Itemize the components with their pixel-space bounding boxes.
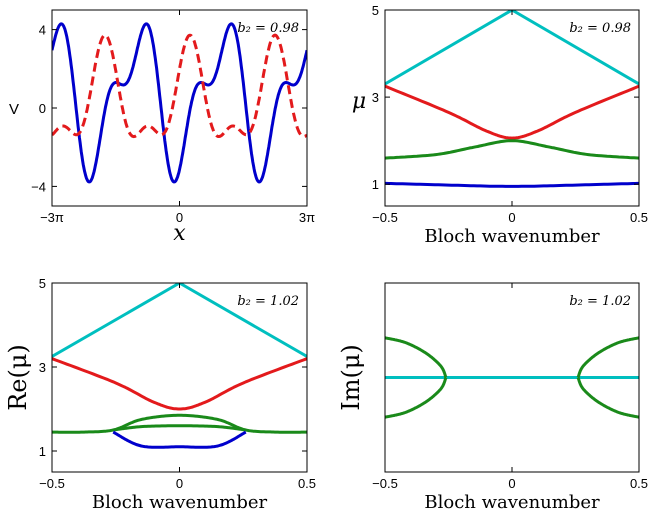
plot-area: [52, 22, 307, 184]
x-tick-label: −0.5: [372, 476, 398, 491]
x-tick-label: 0: [508, 476, 515, 491]
series-line-4: [112, 424, 247, 432]
chart-panel-3: −0.5 0 0.5 1 3 5 b₂ = 1.02 Bloch wavenumber Re(μ…: [4, 276, 316, 513]
x-axis-label: Bloch wavenumber: [92, 492, 268, 513]
x-tick-label: −3π: [40, 210, 64, 225]
y-tick-label: 1: [39, 444, 46, 459]
series-line-3: [385, 139, 639, 160]
series-line-5: [112, 430, 247, 449]
series-line-1: [52, 283, 307, 358]
x-tick-label: 0.5: [298, 476, 316, 491]
plot-area: [385, 10, 639, 188]
y-axis-label: V: [9, 101, 19, 118]
series-line-1: [385, 10, 639, 86]
series-line-3: [52, 413, 307, 434]
series-line-3: [385, 376, 448, 419]
x-tick-label: 0: [176, 476, 183, 491]
axes-frame: [51, 9, 308, 207]
y-tick-label: 1: [372, 177, 379, 192]
x-axis-label: Bloch wavenumber: [424, 492, 600, 513]
x-tick-label: 0: [176, 210, 183, 225]
series-line-4: [385, 181, 639, 188]
series-line-1: [52, 22, 307, 184]
chart-panel-1: −3π 0 3π −4 0 4 b₂ = 0.98 x V: [9, 9, 315, 246]
y-axis-label: Im(μ): [337, 344, 365, 411]
y-tick-label: 0: [39, 101, 46, 116]
x-tick-label: 0: [508, 210, 515, 225]
y-tick-label: 3: [372, 90, 379, 105]
plot-area: [385, 336, 639, 419]
y-tick-label: 3: [39, 360, 46, 375]
series-line-2: [52, 357, 307, 411]
x-axis-label: x: [173, 221, 186, 246]
y-tick-label: 5: [39, 276, 46, 291]
y-axis-label: μ: [352, 89, 366, 114]
y-tick-label: 4: [39, 23, 46, 38]
series-line-2: [52, 33, 307, 139]
x-tick-label: −0.5: [39, 476, 65, 491]
chart-panel-2: −0.5 0 0.5 1 3 5 b₂ = 0.98 Bloch wavenumber μ: [352, 3, 648, 247]
panel-annotation: b₂ = 0.98: [569, 21, 631, 36]
series-line-4: [576, 336, 639, 379]
x-tick-label: −0.5: [372, 210, 398, 225]
y-tick-label: 5: [372, 3, 379, 18]
series-line-2: [385, 84, 639, 140]
panel-annotation: b₂ = 1.02: [569, 294, 631, 309]
y-tick-label: −4: [31, 179, 46, 194]
panel-annotation: b₂ = 1.02: [237, 294, 299, 309]
x-tick-label: 0.5: [630, 476, 648, 491]
x-axis-label: Bloch wavenumber: [424, 226, 600, 247]
axes-frame: [51, 282, 308, 473]
plot-area: [52, 283, 307, 449]
chart-panel-4: −0.5 0 0.5 b₂ = 1.02 Bloch wavenumber Im(μ): [337, 282, 648, 513]
x-tick-label: 0.5: [630, 210, 648, 225]
series-line-2: [385, 336, 448, 379]
y-axis-label: Re(μ): [4, 344, 32, 411]
x-tick-label: 3π: [299, 210, 315, 225]
series-line-5: [576, 376, 639, 419]
panel-annotation: b₂ = 0.98: [237, 21, 299, 36]
axes-frame: [384, 9, 640, 207]
